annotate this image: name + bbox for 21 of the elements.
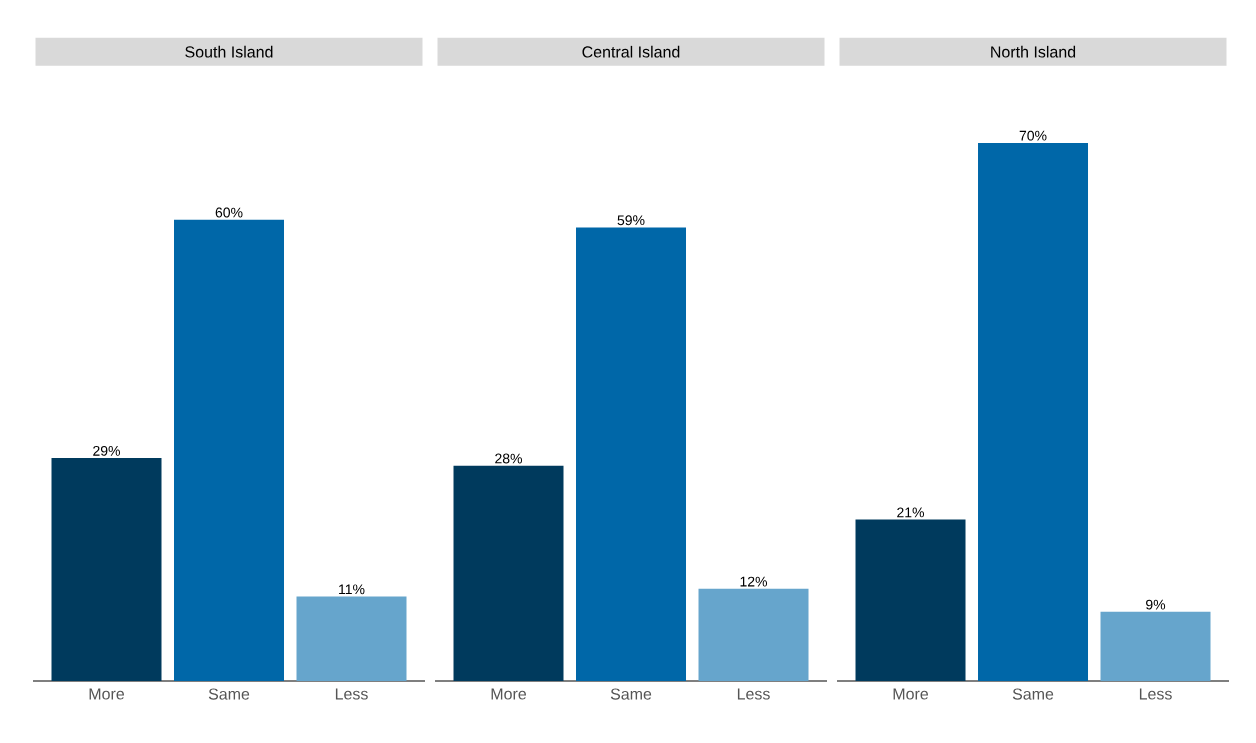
x-tick-label: Less: [737, 688, 770, 700]
data-label: 11%: [339, 584, 365, 595]
data-label: 59%: [617, 215, 645, 226]
data-label: 29%: [93, 445, 120, 456]
x-tick-label: Same: [610, 688, 652, 700]
x-tick-label: Less: [1139, 688, 1172, 700]
x-tick-label: More: [491, 688, 527, 700]
x-tick-label: Same: [1012, 688, 1054, 700]
data-label: 60%: [215, 207, 243, 218]
x-tick-label: Same: [208, 688, 250, 700]
data-label: 12%: [740, 576, 768, 587]
chart-title: North Island: [991, 45, 1076, 58]
data-label: 70%: [1019, 130, 1047, 141]
data-label: 9%: [1146, 599, 1166, 610]
x-tick-label: More: [893, 688, 929, 700]
chart-title: Central Island: [582, 45, 680, 58]
x-tick-label: More: [89, 688, 124, 700]
data-label: 21%: [897, 507, 925, 518]
data-label: 28%: [495, 453, 522, 464]
chart-title: South Island: [185, 45, 273, 58]
x-tick-label: Less: [335, 688, 368, 700]
